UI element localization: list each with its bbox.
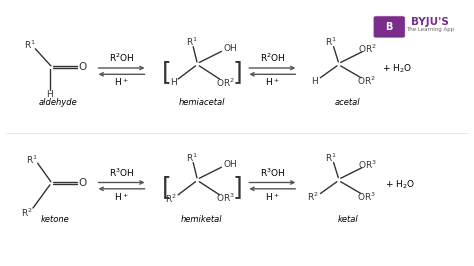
Text: R$^1$: R$^1$	[186, 152, 198, 164]
Text: ketone: ketone	[40, 215, 69, 224]
Text: H: H	[311, 77, 318, 86]
Text: H$^+$: H$^+$	[114, 191, 129, 202]
Text: + H$_2$O: + H$_2$O	[382, 62, 412, 75]
Text: OH: OH	[224, 44, 238, 53]
Text: O: O	[79, 178, 87, 188]
Text: ]: ]	[232, 175, 242, 199]
Text: R$^3$OH: R$^3$OH	[260, 166, 285, 179]
Text: The Learning App: The Learning App	[406, 27, 454, 32]
Text: R$^1$: R$^1$	[186, 36, 198, 48]
Text: H: H	[46, 90, 53, 98]
Text: H$^+$: H$^+$	[265, 77, 280, 88]
Text: R$^2$: R$^2$	[165, 193, 177, 205]
Text: OR$^3$: OR$^3$	[358, 158, 377, 171]
Text: hemiacetal: hemiacetal	[178, 98, 225, 107]
Text: acetal: acetal	[335, 98, 361, 107]
Text: R$^2$OH: R$^2$OH	[260, 52, 285, 64]
Text: H: H	[170, 78, 177, 88]
FancyBboxPatch shape	[373, 16, 405, 38]
Text: H$^+$: H$^+$	[265, 191, 280, 202]
Text: OH: OH	[224, 160, 238, 169]
Text: R$^3$OH: R$^3$OH	[109, 166, 134, 179]
Text: OR$^2$: OR$^2$	[358, 43, 377, 55]
Text: hemiketal: hemiketal	[181, 215, 222, 224]
Text: [: [	[162, 60, 171, 85]
Text: [: [	[162, 175, 171, 199]
Text: R$^1$: R$^1$	[325, 36, 337, 48]
Text: R$^1$: R$^1$	[26, 153, 38, 165]
Text: H$^+$: H$^+$	[114, 77, 129, 88]
Text: aldehyde: aldehyde	[38, 98, 77, 107]
Text: OR$^2$: OR$^2$	[357, 75, 376, 87]
Text: B: B	[385, 22, 393, 32]
Text: R$^2$: R$^2$	[307, 191, 318, 203]
Text: + H$_2$O: + H$_2$O	[384, 178, 415, 190]
Text: ]: ]	[232, 60, 242, 85]
Text: ketal: ketal	[337, 215, 358, 224]
Text: O: O	[79, 62, 87, 72]
Text: R$^1$: R$^1$	[24, 39, 36, 51]
Text: OR$^3$: OR$^3$	[216, 192, 235, 205]
Text: OR$^3$: OR$^3$	[357, 190, 376, 203]
Text: R$^1$: R$^1$	[325, 152, 337, 164]
Text: R$^2$: R$^2$	[21, 206, 33, 219]
Text: R$^2$OH: R$^2$OH	[109, 52, 134, 64]
Text: OR$^2$: OR$^2$	[216, 76, 235, 89]
Text: BYJU'S: BYJU'S	[411, 17, 449, 27]
